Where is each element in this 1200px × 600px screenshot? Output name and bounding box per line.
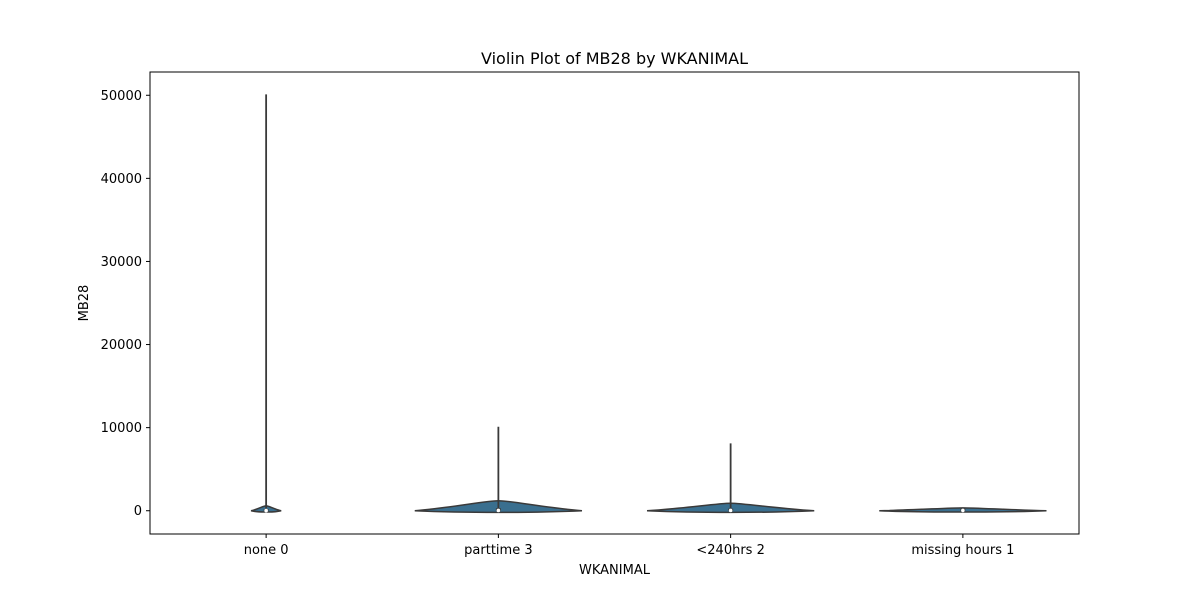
plot-area xyxy=(149,71,1080,535)
plot-frame xyxy=(149,71,1080,535)
y-tick-label: 0 xyxy=(134,504,142,519)
violin-group xyxy=(250,94,1047,514)
violin-median-point xyxy=(961,508,965,513)
y-tick-label: 30000 xyxy=(101,255,142,270)
x-tick-label: <240hrs 2 xyxy=(696,543,764,558)
y-tick-label: 50000 xyxy=(101,89,142,104)
x-tick-label: missing hours 1 xyxy=(911,543,1014,558)
x-axis-label: WKANIMAL xyxy=(579,563,651,578)
x-tick-label: parttime 3 xyxy=(464,543,532,558)
x-axis-ticks: none 0 parttime 3 <240hrs 2 missing hours 1 xyxy=(244,534,1014,558)
chart-title: Violin Plot of MB28 by WKANIMAL xyxy=(481,49,748,68)
y-tick-label: 20000 xyxy=(101,338,142,353)
x-tick-label: none 0 xyxy=(244,543,289,558)
y-axis-label: MB28 xyxy=(77,285,92,322)
violin-median-point xyxy=(264,508,268,513)
y-tick-label: 40000 xyxy=(101,172,142,187)
violin-median-point xyxy=(496,508,501,513)
violin-median-point xyxy=(728,508,733,513)
y-axis-ticks: 0 10000 20000 30000 40000 50000 xyxy=(101,89,150,519)
y-tick-label: 10000 xyxy=(101,421,142,436)
